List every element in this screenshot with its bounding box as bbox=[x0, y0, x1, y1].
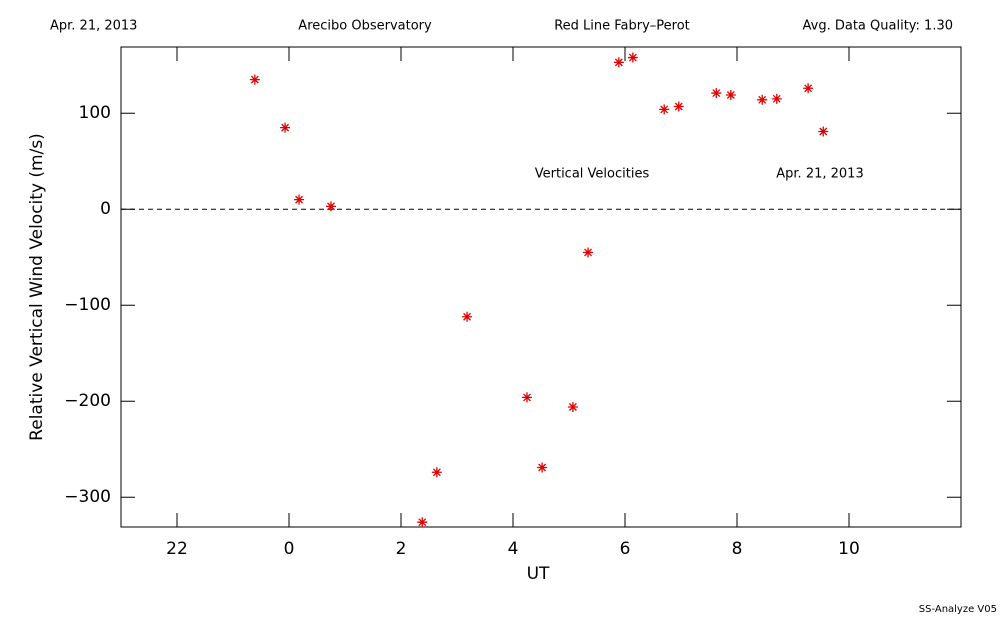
y-tick-label: −200 bbox=[64, 391, 111, 411]
data-point bbox=[659, 104, 670, 115]
data-point bbox=[613, 57, 624, 68]
data-point bbox=[537, 462, 548, 473]
data-point bbox=[567, 402, 578, 412]
x-tick-label: 4 bbox=[508, 539, 519, 559]
data-point bbox=[803, 83, 814, 94]
data-point bbox=[522, 392, 532, 403]
data-point bbox=[818, 126, 829, 137]
y-tick-label: 100 bbox=[79, 103, 111, 123]
data-point bbox=[711, 88, 722, 99]
header-text: Arecibo Observatory bbox=[298, 19, 432, 34]
header-text: Avg. Data Quality: 1.30 bbox=[803, 19, 953, 34]
x-tick-label: 6 bbox=[620, 539, 631, 559]
data-point bbox=[771, 93, 782, 104]
data-point bbox=[249, 74, 260, 85]
data-point bbox=[294, 194, 305, 205]
footer: SS-Analyze V05 bbox=[919, 604, 997, 615]
y-axis-label: Relative Vertical Wind Velocity (m/s) bbox=[27, 133, 47, 441]
x-tick-label: 22 bbox=[166, 539, 188, 559]
y-tick-label: 0 bbox=[100, 199, 111, 219]
x-tick-label: 2 bbox=[396, 539, 407, 559]
x-tick-label: 8 bbox=[732, 539, 743, 559]
data-point bbox=[417, 517, 428, 528]
y-tick-label: −300 bbox=[64, 487, 111, 507]
data-point bbox=[462, 311, 473, 322]
x-tick-label: 10 bbox=[838, 539, 860, 559]
x-axis-label: UT bbox=[527, 564, 550, 584]
data-point bbox=[431, 467, 442, 478]
plot-frame bbox=[120, 46, 962, 528]
data-point bbox=[280, 122, 291, 133]
annotation: Vertical Velocities bbox=[535, 167, 650, 182]
annotation: Apr. 21, 2013 bbox=[776, 167, 863, 182]
header-text: Red Line Fabry–Perot bbox=[554, 19, 690, 34]
data-point bbox=[757, 94, 768, 105]
header-text: Apr. 21, 2013 bbox=[50, 19, 137, 34]
data-point bbox=[673, 101, 684, 112]
x-tick-label: 0 bbox=[284, 539, 295, 559]
y-tick-label: −100 bbox=[64, 295, 111, 315]
data-point bbox=[326, 201, 336, 212]
data-point bbox=[725, 90, 736, 100]
data-point bbox=[583, 247, 594, 258]
data-point bbox=[627, 52, 638, 63]
